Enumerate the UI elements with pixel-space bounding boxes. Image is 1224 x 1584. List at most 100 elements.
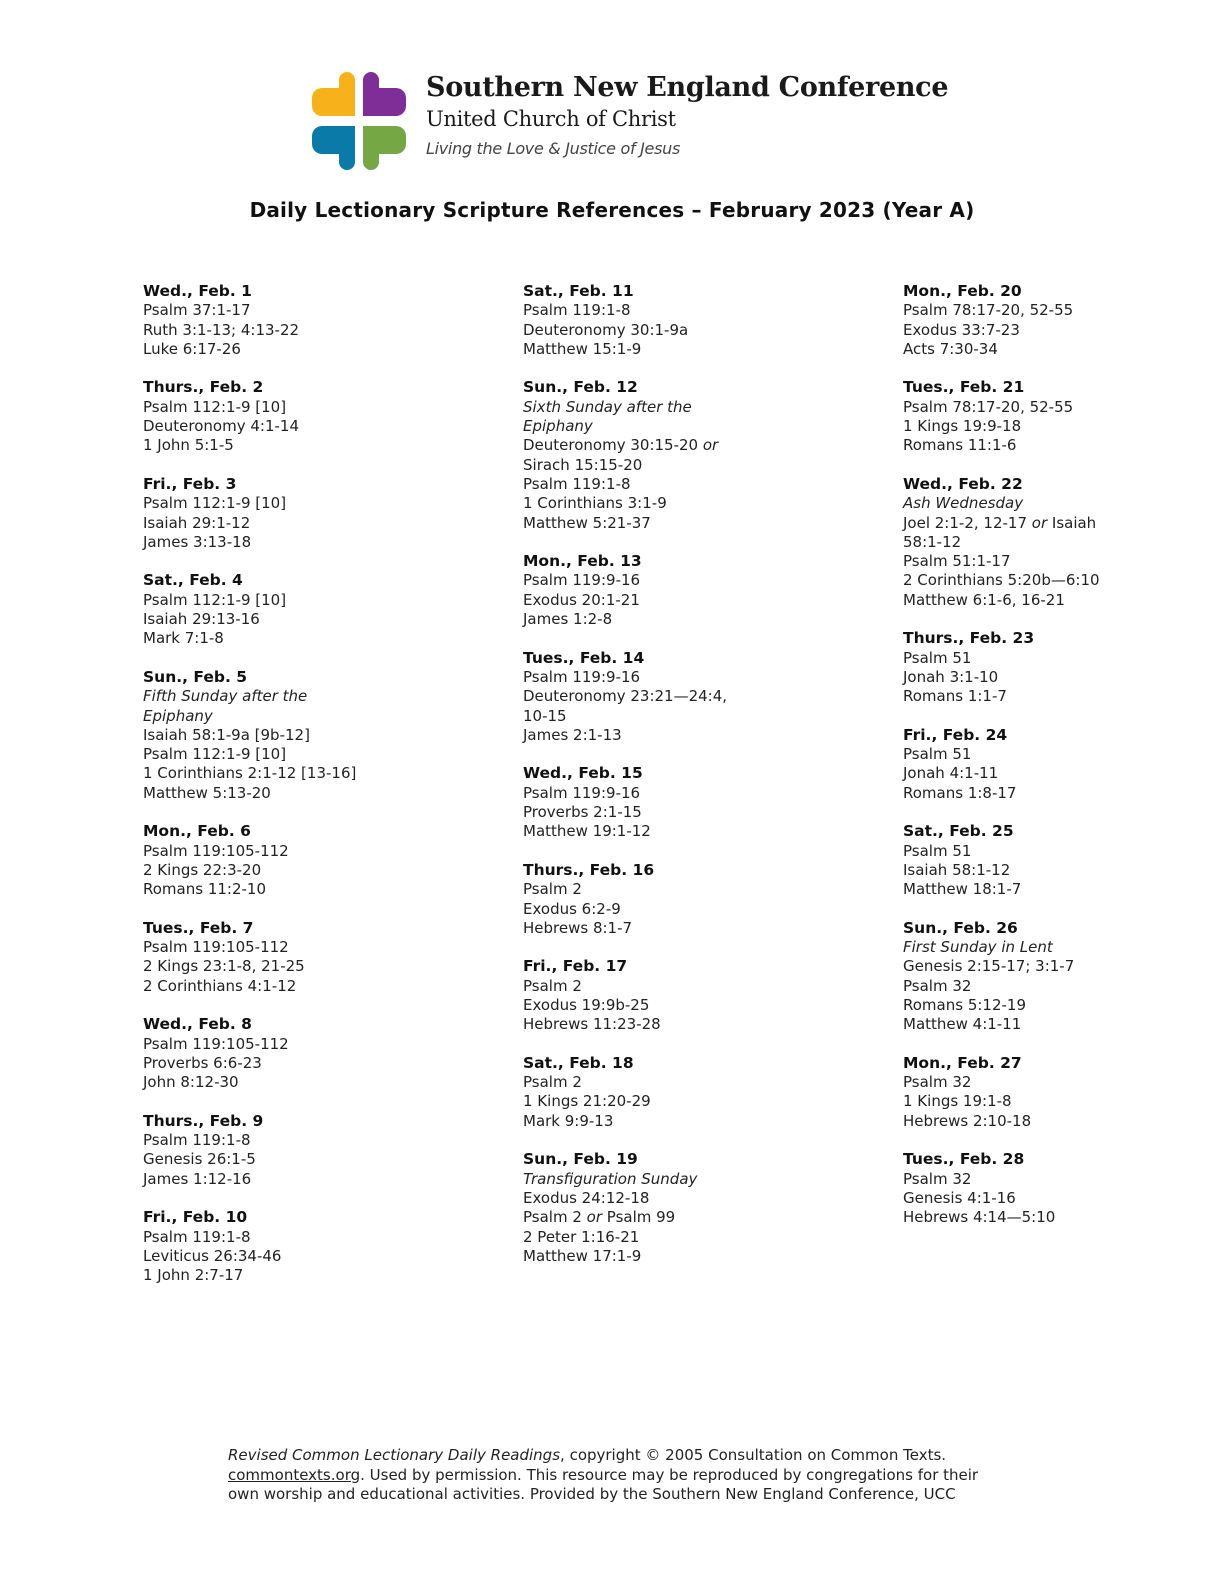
reference-text: Hebrews 2:10-18 xyxy=(903,1111,1032,1130)
reference-text: Psalm 51 xyxy=(903,841,972,860)
reference-text: James 3:13-18 xyxy=(143,532,252,551)
entry-date: Sun., Feb. 5 xyxy=(143,667,248,686)
reference-text: Deuteronomy 23:21—24:4, xyxy=(523,687,728,706)
reference-text: Isaiah 29:13-16 xyxy=(143,610,260,629)
entry-date: Wed., Feb. 8 xyxy=(143,1015,252,1034)
scripture-reference: Hebrews 8:1-7 xyxy=(523,919,893,938)
reading-entry: Sun., Feb. 12 Sixth Sunday after the Epiph… xyxy=(523,378,893,532)
reference-text: Hebrews 8:1-7 xyxy=(523,918,633,937)
reference-text: 1 Kings 21:20-29 xyxy=(523,1092,651,1111)
entry-date: Thurs., Feb. 2 xyxy=(143,378,264,397)
italic-text: or xyxy=(702,436,719,455)
reference-text: 1 Corinthians 3:1-9 xyxy=(523,494,667,513)
reference-text: James 1:12-16 xyxy=(143,1169,252,1188)
entry-date: Tues., Feb. 14 xyxy=(523,648,645,667)
entry-date: Tues., Feb. 7 xyxy=(143,918,254,937)
copyright-text: , copyright © 2005 Consultation on Commo… xyxy=(560,1446,947,1464)
reference-text: Exodus 6:2-9 xyxy=(523,899,621,918)
reference-text: Romans 1:8-17 xyxy=(903,783,1017,802)
entry-date: Fri., Feb. 17 xyxy=(523,957,628,976)
reference-text: Matthew 18:1-7 xyxy=(903,880,1022,899)
italic-text: or xyxy=(586,1208,603,1227)
scripture-reference: Matthew 5:13-20 xyxy=(143,784,513,803)
reference-text: Psalm 112:1-9 [10] xyxy=(143,745,287,764)
scripture-reference: Matthew 5:21-37 xyxy=(523,514,893,533)
reference-text: Isaiah xyxy=(1047,513,1097,532)
italic-text: Epiphany xyxy=(143,706,213,725)
entry-date: Mon., Feb. 27 xyxy=(903,1053,1022,1072)
reading-entry: Mon., Feb. 27 Psalm 32 1 Kings 19:1-8 Hebre… xyxy=(903,1054,1224,1131)
reference-text: Psalm 2 xyxy=(523,880,582,899)
reference-text: Psalm 78:17-20, 52-55 xyxy=(903,397,1074,416)
scripture-reference: Mark 7:1-8 xyxy=(143,629,513,648)
reference-text: Romans 1:1-7 xyxy=(903,687,1007,706)
commontexts-link[interactable]: commontexts.org xyxy=(228,1465,361,1484)
scripture-reference: Sixth Sunday after the xyxy=(523,398,893,417)
org-header: Southern New England Conference United C… xyxy=(426,72,949,158)
reference-text: Proverbs 6:6-23 xyxy=(143,1053,262,1072)
entry-date: Mon., Feb. 13 xyxy=(523,552,642,571)
scripture-reference: Psalm 51:1-17 xyxy=(903,552,1224,571)
italic-text: Sixth Sunday after the xyxy=(523,397,692,416)
scripture-reference: First Sunday in Lent xyxy=(903,938,1224,957)
scripture-reference: Exodus 20:1-21 xyxy=(523,591,893,610)
reference-text: Exodus 19:9b-25 xyxy=(523,995,650,1014)
reference-text: Psalm 119:105-112 xyxy=(143,1034,289,1053)
reference-text: 2 Kings 22:3-20 xyxy=(143,860,262,879)
scripture-reference: Genesis 2:15-17; 3:1-7 xyxy=(903,957,1224,976)
scripture-reference: Deuteronomy 30:15-20 or xyxy=(523,436,893,455)
reading-entry: Tues., Feb. 14 Psalm 119:9-16 Deuteronomy … xyxy=(523,649,893,745)
scripture-reference: Psalm 119:105-112 xyxy=(143,1035,513,1054)
reading-entry: Thurs., Feb. 16 Psalm 2 Exodus 6:2-9 Hebrew… xyxy=(523,861,893,938)
footer-line-3: own worship and educational activities. … xyxy=(228,1485,956,1503)
scripture-reference: 1 John 2:7-17 xyxy=(143,1266,513,1285)
reference-text: James 2:1-13 xyxy=(523,725,622,744)
entry-date: Sat., Feb. 25 xyxy=(903,822,1014,841)
scripture-reference: Psalm 119:1-8 xyxy=(523,301,893,320)
reference-text: Psalm 99 xyxy=(602,1208,676,1227)
entry-date: Thurs., Feb. 23 xyxy=(903,629,1035,648)
reading-entry: Sun., Feb. 5 Fifth Sunday after the Epipha… xyxy=(143,668,513,803)
reference-text: 1 Kings 19:1-8 xyxy=(903,1092,1012,1111)
footer-line-1: Revised Common Lectionary Daily Readings… xyxy=(228,1446,978,1466)
reference-text: 1 John 5:1-5 xyxy=(143,436,234,455)
scripture-reference: 1 Corinthians 3:1-9 xyxy=(523,494,893,513)
scripture-reference: Deuteronomy 23:21—24:4, xyxy=(523,687,893,706)
scripture-reference: Psalm 119:1-8 xyxy=(523,475,893,494)
reference-text: Psalm 119:1-8 xyxy=(143,1131,251,1150)
italic-text: Transfiguration Sunday xyxy=(523,1169,698,1188)
reference-text: 2 Corinthians 4:1-12 xyxy=(143,976,297,995)
scripture-reference: Hebrews 2:10-18 xyxy=(903,1112,1224,1131)
reference-text: Matthew 15:1-9 xyxy=(523,339,642,358)
logo-heart-yellow xyxy=(312,72,355,116)
scripture-reference: Psalm 32 xyxy=(903,1170,1224,1189)
scripture-reference: Genesis 26:1-5 xyxy=(143,1150,513,1169)
reference-text: 1 John 2:7-17 xyxy=(143,1266,244,1285)
reading-entry: Wed., Feb. 8 Psalm 119:105-112 Proverbs 6:… xyxy=(143,1015,513,1092)
reference-text: 2 Corinthians 5:20b—6:10 xyxy=(903,571,1100,590)
reference-text: Exodus 33:7-23 xyxy=(903,320,1020,339)
org-subtitle: United Church of Christ xyxy=(426,107,676,131)
scripture-reference: 1 Kings 21:20-29 xyxy=(523,1092,893,1111)
scripture-reference: Psalm 32 xyxy=(903,977,1224,996)
footer-credits: Revised Common Lectionary Daily Readings… xyxy=(228,1446,978,1505)
reference-text: Jonah 4:1-11 xyxy=(903,764,999,783)
entry-date: Sun., Feb. 26 xyxy=(903,918,1018,937)
reference-text: Genesis 4:1-16 xyxy=(903,1188,1016,1207)
reference-text: Psalm 119:1-8 xyxy=(523,474,631,493)
scripture-reference: 2 Corinthians 4:1-12 xyxy=(143,977,513,996)
column-2: Sat., Feb. 11 Psalm 119:1-8 Deuteronomy 30… xyxy=(523,282,893,1285)
reference-text: Psalm 51:1-17 xyxy=(903,552,1011,571)
reference-text: Isaiah 58:1-9a [9b-12] xyxy=(143,725,310,744)
scripture-reference: Proverbs 6:6-23 xyxy=(143,1054,513,1073)
org-name: Southern New England Conference xyxy=(426,72,949,103)
scripture-reference: James 1:2-8 xyxy=(523,610,893,629)
entry-date: Tues., Feb. 21 xyxy=(903,378,1025,397)
scripture-reference: Isaiah 29:1-12 xyxy=(143,514,513,533)
logo-heart-green xyxy=(363,126,406,170)
reference-text: 1 Corinthians 2:1-12 [13-16] xyxy=(143,764,357,783)
reading-entry: Mon., Feb. 6 Psalm 119:105-112 2 Kings 22:… xyxy=(143,822,513,899)
scripture-reference: Psalm 51 xyxy=(903,649,1224,668)
reference-text: Hebrews 4:14—5:10 xyxy=(903,1208,1056,1227)
entry-date: Sun., Feb. 19 xyxy=(523,1150,638,1169)
